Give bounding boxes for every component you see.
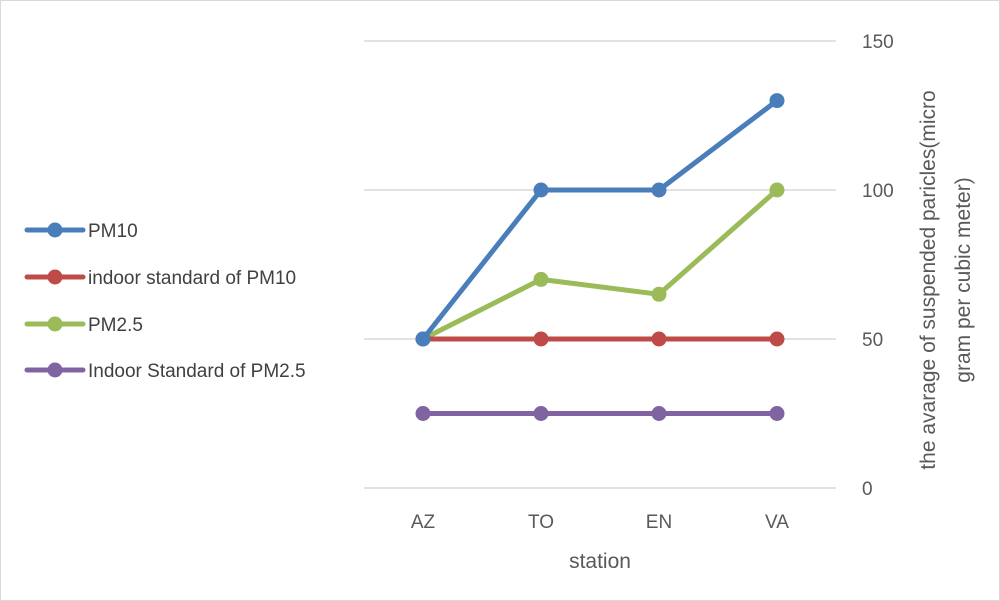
y-axis-title-line-1: the avarage of suspended paricles(micro (917, 90, 940, 469)
y-tick-label: 150 (862, 32, 894, 53)
series-line (420, 187, 780, 342)
x-axis-title: station (569, 550, 631, 573)
series-1 (415, 331, 785, 347)
y-axis-title-line-2: gram per cubic meter) (952, 177, 975, 382)
legend: PM10 indoor standard of PM10 PM2.5 Indoor S… (24, 221, 306, 382)
legend-item: Indoor Standard of PM2.5 (24, 361, 306, 382)
data-point (651, 286, 667, 302)
series-0 (415, 93, 785, 347)
y-tick-label: 0 (862, 479, 873, 500)
x-axis-tick-labels: AZ TO EN VA (411, 512, 789, 533)
data-point (651, 406, 667, 421)
data-point (533, 331, 549, 347)
data-point (415, 406, 431, 421)
y-tick-label: 50 (862, 330, 883, 351)
x-tick-label: TO (528, 512, 554, 533)
data-point (533, 406, 549, 421)
legend-label: Indoor Standard of PM2.5 (88, 361, 306, 382)
x-tick-label: EN (646, 512, 672, 533)
data-point (651, 331, 667, 347)
data-point (769, 331, 785, 347)
data-point (533, 271, 549, 287)
legend-item: indoor standard of PM10 (24, 268, 296, 289)
y-axis-tick-labels: 0 50 100 150 (862, 32, 894, 500)
legend-marker (47, 316, 63, 332)
legend-item: PM2.5 (24, 315, 143, 336)
legend-marker (47, 362, 63, 378)
data-point (769, 93, 785, 109)
legend-marker (47, 222, 63, 238)
legend-label: PM10 (88, 221, 138, 242)
series-line (420, 98, 780, 342)
series-lines (415, 93, 785, 421)
legend-marker (47, 269, 63, 285)
data-point (651, 182, 667, 198)
legend-label: indoor standard of PM10 (88, 268, 296, 289)
legend-label: PM2.5 (88, 315, 143, 336)
data-point (533, 182, 549, 198)
data-point (415, 331, 431, 347)
x-tick-label: VA (765, 512, 789, 533)
data-point (769, 182, 785, 198)
y-axis-title: the avarage of suspended paricles(micro … (917, 90, 975, 469)
x-tick-label: AZ (411, 512, 436, 533)
y-tick-label: 100 (862, 181, 894, 202)
data-point (769, 406, 785, 421)
legend-item: PM10 (24, 221, 138, 242)
series-2 (415, 182, 785, 347)
series-3 (415, 406, 785, 421)
